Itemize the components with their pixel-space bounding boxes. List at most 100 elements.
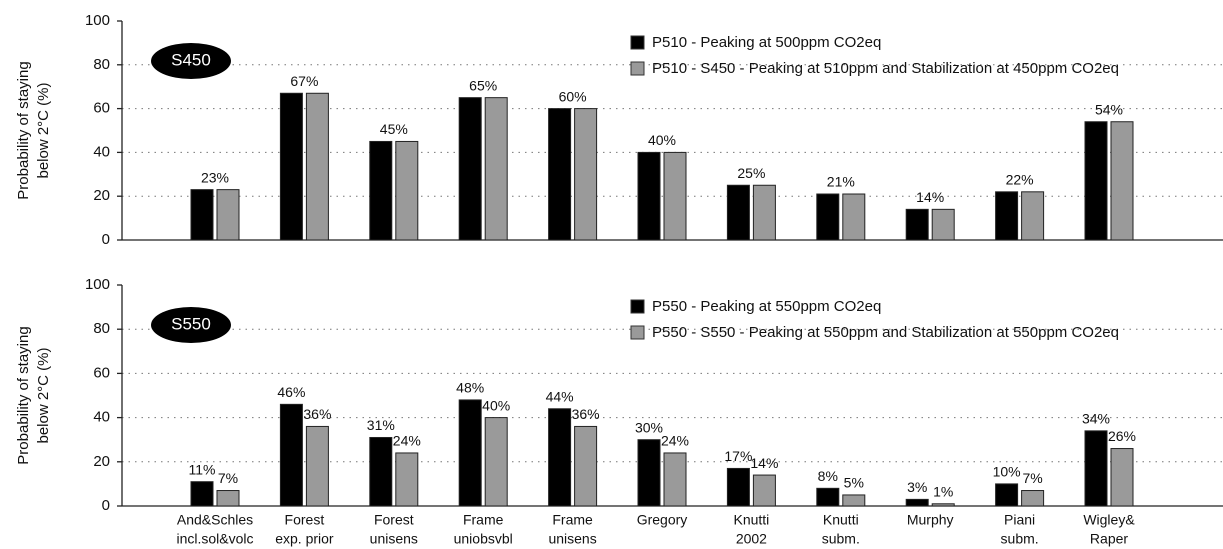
- bar: [905, 208, 929, 241]
- bar: [931, 208, 955, 241]
- y-tick-label: 100: [85, 276, 110, 293]
- bar: [726, 184, 750, 241]
- value-label: 40%: [482, 397, 510, 413]
- value-label: 1%: [933, 483, 953, 499]
- bar: [305, 425, 329, 507]
- annotation-badge: [151, 43, 231, 79]
- bar: [458, 399, 482, 507]
- legend-label: P550 - Peaking at 550ppm CO2eq: [652, 298, 881, 315]
- value-label: 17%: [724, 448, 752, 464]
- y-tick-label: 0: [102, 231, 110, 248]
- legend-swatch: [630, 61, 645, 76]
- value-label: 36%: [572, 406, 600, 422]
- value-label: 7%: [1022, 470, 1042, 486]
- value-label: 14%: [916, 189, 944, 205]
- value-label: 45%: [380, 121, 408, 137]
- annotation: S550: [171, 314, 211, 333]
- bar: [574, 108, 598, 241]
- legend-swatch: [630, 325, 645, 340]
- value-label: 7%: [218, 470, 238, 486]
- value-label: 5%: [844, 475, 864, 491]
- annotation-badge: [151, 307, 231, 343]
- y-tick-label: 80: [93, 320, 110, 337]
- x-tick-label: Forest: [374, 512, 414, 528]
- x-tick-label: Gregory: [637, 512, 688, 528]
- bar: [216, 189, 240, 241]
- x-tick-label: Knutti: [823, 512, 859, 528]
- legend-swatch: [630, 35, 645, 50]
- value-label: 14%: [750, 455, 778, 471]
- bar: [752, 184, 776, 241]
- bar: [369, 140, 393, 241]
- x-tick-label: incl.sol&volc: [176, 531, 253, 547]
- x-tick-label: Piani: [1004, 512, 1035, 528]
- x-tick-label: Murphy: [907, 512, 954, 528]
- bar: [216, 490, 240, 507]
- x-tick-label: And&Schles: [177, 512, 253, 528]
- legend-label: P510 - Peaking at 500ppm CO2eq: [652, 34, 881, 51]
- x-tick-label: Knutti: [733, 512, 769, 528]
- bar: [190, 481, 214, 507]
- legend-label: P550 - S550 - Peaking at 550ppm and Stab…: [652, 324, 1119, 341]
- bar: [1084, 121, 1108, 241]
- value-label: 36%: [303, 406, 331, 422]
- bar: [279, 92, 303, 241]
- y-tick-label: 40: [93, 143, 110, 160]
- value-label: 23%: [201, 169, 229, 185]
- x-tick-label: Forest: [285, 512, 325, 528]
- bar: [1084, 430, 1108, 507]
- bar: [484, 97, 508, 241]
- bar: [663, 452, 687, 507]
- value-label: 11%: [189, 461, 216, 477]
- y-tick-label: 60: [93, 364, 110, 381]
- value-label: 40%: [648, 132, 676, 148]
- bar: [484, 417, 508, 507]
- y-tick-label: 60: [93, 100, 110, 117]
- x-tick-label: uniobsvbl: [454, 531, 513, 547]
- x-tick-label: exp. prior: [275, 531, 334, 547]
- bar: [1021, 490, 1045, 507]
- value-label: 48%: [456, 380, 484, 396]
- value-label: 24%: [661, 433, 689, 449]
- value-label: 21%: [827, 174, 855, 190]
- bar: [190, 189, 214, 241]
- bar: [752, 474, 776, 507]
- y-axis-label: Probability of staying: [15, 326, 32, 464]
- bar: [369, 436, 393, 507]
- legend-swatch: [630, 299, 645, 314]
- bar: [816, 487, 840, 507]
- bar: [458, 97, 482, 241]
- bar: [637, 151, 661, 241]
- bar: [395, 140, 419, 241]
- bar: [663, 151, 687, 241]
- y-tick-label: 80: [93, 56, 110, 73]
- x-tick-label: unisens: [370, 531, 418, 547]
- bar: [1110, 121, 1134, 241]
- bar: [842, 494, 866, 507]
- bar: [842, 193, 866, 241]
- x-tick-label: Raper: [1090, 531, 1128, 547]
- y-axis-label: below 2°C (%): [35, 347, 52, 443]
- y-tick-label: 0: [102, 497, 110, 514]
- x-tick-label: subm.: [1001, 531, 1039, 547]
- value-label: 65%: [469, 77, 497, 93]
- bar: [548, 108, 572, 241]
- value-label: 34%: [1082, 411, 1110, 427]
- x-tick-label: subm.: [822, 531, 860, 547]
- x-tick-label: Wigley&: [1083, 512, 1135, 528]
- bar: [1021, 191, 1045, 241]
- x-tick-label: 2002: [736, 531, 767, 547]
- annotation: S450: [171, 50, 211, 69]
- value-label: 30%: [635, 419, 663, 435]
- y-axis-label: Probability of staying: [15, 61, 32, 199]
- y-tick-label: 100: [85, 12, 110, 29]
- bar: [305, 92, 329, 241]
- legend-label: P510 - S450 - Peaking at 510ppm and Stab…: [652, 60, 1119, 77]
- value-label: 8%: [818, 468, 838, 484]
- value-label: 67%: [290, 73, 318, 89]
- bar: [995, 483, 1019, 507]
- value-label: 44%: [546, 388, 574, 404]
- value-label: 31%: [367, 417, 395, 433]
- bar: [574, 425, 598, 507]
